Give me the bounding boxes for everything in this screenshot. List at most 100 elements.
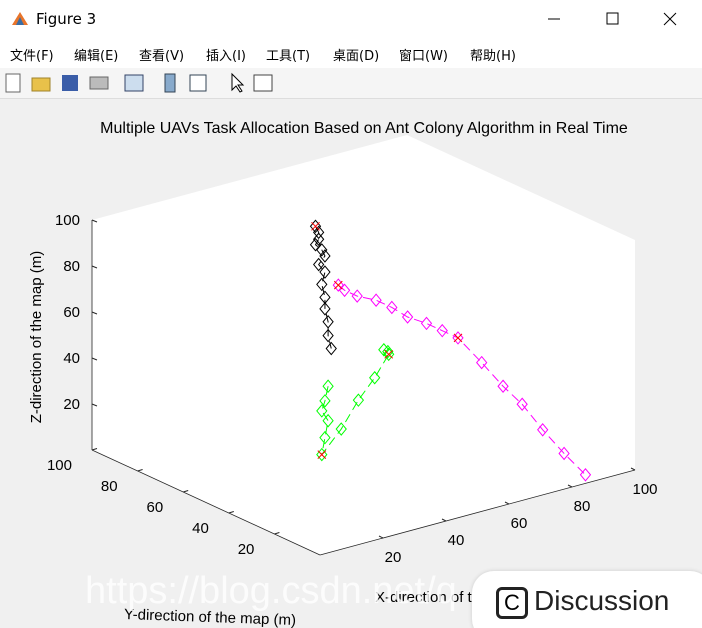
diamond-marker	[370, 293, 382, 307]
x-tick	[630, 467, 636, 471]
cross-marker	[384, 349, 394, 359]
diamond-marker	[319, 302, 331, 316]
maximize[interactable]	[606, 12, 619, 25]
diamond-marker	[452, 331, 464, 345]
trajectory-line	[321, 349, 390, 455]
diamond-marker	[312, 232, 325, 247]
menu-item[interactable]: 插入(I)	[206, 49, 246, 64]
button-label[interactable]: Discussion	[534, 585, 670, 616]
diamond-marker	[516, 397, 528, 412]
diamond-marker	[319, 394, 331, 408]
menu-item[interactable]: 窗口(W)	[399, 49, 448, 64]
x-tick-label: 80	[574, 498, 591, 515]
menu-item[interactable]: 工具(T)	[266, 49, 311, 64]
x-tick-label: 20	[385, 549, 402, 566]
diamond-marker	[316, 447, 328, 462]
y-tick-label: 40	[192, 520, 209, 537]
y-tick	[228, 511, 234, 514]
menu-item[interactable]: 编辑(E)	[74, 49, 119, 64]
x-tick-label: 40	[448, 532, 465, 549]
diamond-marker	[312, 225, 325, 240]
menu-item[interactable]: 文件(F)	[10, 49, 54, 64]
menu-item[interactable]: 查看(V)	[139, 49, 185, 64]
x-tick-label: 100	[632, 481, 657, 498]
trajectory-line	[314, 226, 332, 349]
diamond-marker	[322, 413, 334, 428]
y-tick-label: 20	[238, 541, 255, 558]
diamond-marker	[316, 404, 328, 418]
trajectory-line	[337, 284, 586, 476]
axes-background	[92, 135, 635, 555]
toolbar-icons[interactable]	[0, 68, 300, 98]
diamond-marker	[322, 379, 334, 393]
plot-area: 20 40 60 80 100 20 40 60 80 100 20 40 60 80 100 Multipl…	[28, 120, 658, 628]
menu-bar: 文件(F) 编辑(E) 查看(V) 插入(I) 工具(T) 桌面(D) 窗口(W) 帮助(H)	[0, 38, 702, 68]
discussion-button[interactable]: C Discussion	[472, 571, 702, 628]
x-tick-label: 60	[511, 515, 528, 532]
watermark: https://blog.csdn.net/q	[85, 570, 457, 612]
z-tick	[91, 311, 98, 315]
diamond-marker	[309, 237, 322, 252]
diamond-marker	[319, 265, 331, 279]
menu-item[interactable]: 帮助(H)	[470, 49, 516, 64]
z-tick-label: 40	[63, 350, 80, 367]
x-tick	[441, 518, 447, 522]
diamond-marker	[335, 422, 347, 436]
z-tick-label: 80	[63, 258, 80, 275]
window-controls[interactable]	[540, 0, 690, 38]
diamond-marker	[312, 257, 325, 272]
diamond-marker	[420, 316, 433, 331]
diamond-marker	[497, 379, 509, 394]
z-tick-label: 60	[63, 304, 80, 321]
y-axis	[91, 449, 321, 556]
x-tick	[567, 484, 573, 488]
diamond-marker	[316, 277, 328, 292]
y-tick	[274, 532, 280, 535]
diamond-marker	[332, 278, 344, 292]
y-tick-label: 60	[147, 499, 164, 516]
diamond-marker	[579, 468, 592, 482]
close[interactable]	[663, 12, 677, 26]
y-tick-label: 100	[47, 457, 72, 474]
y-tick	[137, 469, 143, 472]
diamond-marker	[322, 328, 334, 343]
chart-title: Multiple UAVs Task Allocation Based on A…	[100, 120, 628, 137]
x-tick	[378, 535, 384, 539]
diamond-marker	[325, 341, 337, 356]
y-tick-label: 80	[101, 478, 118, 495]
z-axis-label: Z-direction of the map (m)	[28, 251, 45, 424]
diamond-marker	[558, 446, 570, 461]
diamond-marker	[316, 243, 328, 257]
diamond-marker	[352, 393, 365, 407]
diamond-marker	[351, 289, 363, 303]
y-tick	[183, 490, 189, 493]
diamond-marker	[369, 370, 381, 385]
diamond-marker	[476, 355, 488, 370]
cross-marker	[311, 221, 320, 231]
cross-marker	[453, 333, 463, 343]
diamond-marker	[378, 342, 390, 357]
window-title: Figure 3	[36, 10, 97, 28]
app-icon	[12, 12, 28, 25]
diamond-marker	[386, 300, 398, 315]
diamond-marker	[401, 310, 414, 324]
menu-item[interactable]: 桌面(D)	[333, 49, 380, 64]
title-bar: Figure 3	[0, 0, 702, 38]
diamond-marker	[537, 423, 549, 437]
cross-marker	[317, 450, 327, 459]
y-axis-label: Y-direction of the map (m)	[124, 606, 297, 628]
diamond-marker	[319, 430, 331, 445]
z-tick	[91, 357, 98, 361]
z-tick	[91, 265, 98, 269]
x-axis	[319, 469, 636, 556]
diamond-marker	[309, 219, 322, 234]
cross-marker	[333, 280, 343, 290]
diamond-marker	[322, 315, 334, 329]
x-tick	[504, 501, 510, 505]
z-tick-label: 20	[63, 396, 80, 413]
z-tick	[91, 219, 98, 223]
diamond-marker	[436, 323, 448, 338]
diamond-marker	[382, 344, 394, 359]
diamond-marker	[319, 249, 331, 263]
